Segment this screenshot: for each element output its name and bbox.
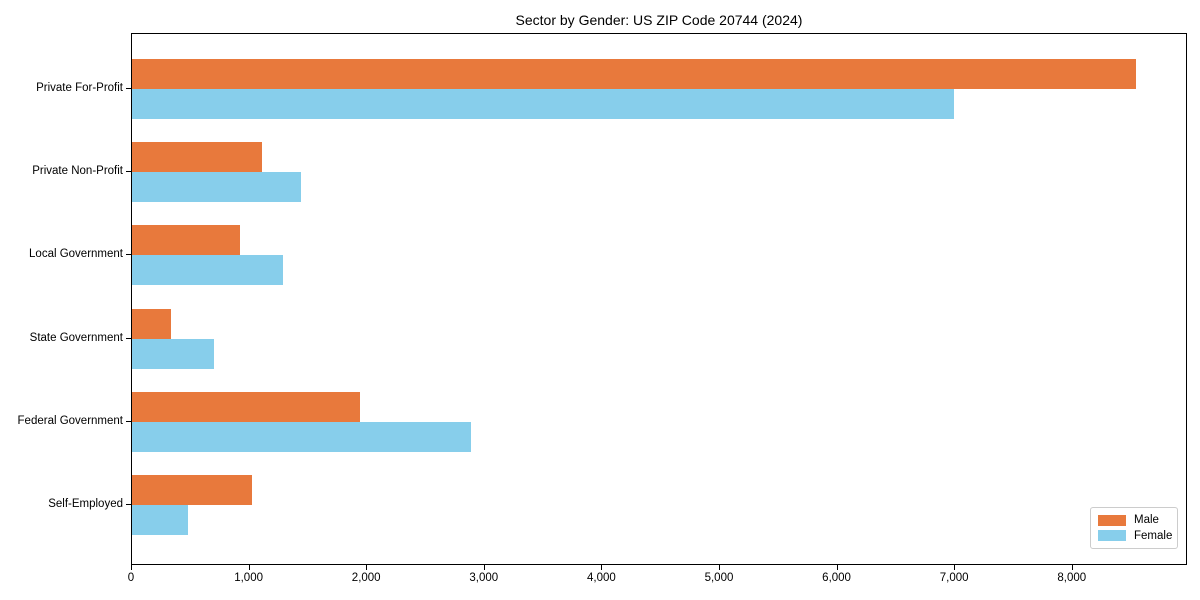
x-tick-label: 6,000 xyxy=(822,572,851,584)
x-tick-label: 0 xyxy=(127,572,135,584)
x-tick xyxy=(954,565,956,570)
y-axis-label: Self-Employed xyxy=(48,498,123,511)
y-tick xyxy=(126,421,131,423)
bar-male xyxy=(132,392,360,423)
legend-swatch-male xyxy=(1098,514,1126,526)
x-tick xyxy=(836,565,838,570)
y-tick xyxy=(126,337,131,339)
legend-label-female: Female xyxy=(1134,529,1173,542)
legend: Male Female xyxy=(1090,507,1178,549)
y-tick xyxy=(126,87,131,89)
x-tick xyxy=(601,565,603,570)
x-tick xyxy=(131,565,132,570)
x-tick-label: 3,000 xyxy=(469,572,499,584)
legend-label-male: Male xyxy=(1134,514,1159,527)
x-tick-label: 7,000 xyxy=(939,572,969,584)
y-axis-label: Private Non-Profit xyxy=(32,164,123,177)
bar-female xyxy=(132,171,301,202)
y-tick xyxy=(126,170,131,172)
y-axis-label: Private For-Profit xyxy=(36,81,123,94)
bar-female xyxy=(132,338,215,369)
bar-female xyxy=(132,505,189,536)
y-axis-label: Federal Government xyxy=(17,415,123,428)
y-tick xyxy=(126,254,131,256)
bar-male xyxy=(132,308,171,339)
chart-title: Sector by Gender: US ZIP Code 20744 (202… xyxy=(515,12,803,28)
bar-male xyxy=(132,58,1136,89)
bar-female xyxy=(132,255,284,286)
y-tick xyxy=(126,504,131,506)
x-tick-label: 1,000 xyxy=(234,572,263,584)
bar-male xyxy=(132,141,263,172)
x-tick-label: 4,000 xyxy=(586,572,616,584)
legend-item-female: Female xyxy=(1098,529,1173,542)
x-tick-label: 8,000 xyxy=(1057,572,1087,584)
x-tick xyxy=(248,565,250,570)
bar-male xyxy=(132,475,252,506)
x-tick-label: 2,000 xyxy=(351,572,381,584)
plot-area xyxy=(131,33,1187,565)
y-axis-label: Local Government xyxy=(29,248,123,261)
y-axis-label: State Government xyxy=(29,331,123,344)
x-tick-label: 5,000 xyxy=(704,572,734,584)
legend-item-male: Male xyxy=(1098,514,1170,526)
bar-female xyxy=(132,88,954,119)
bar-male xyxy=(132,225,240,256)
x-tick xyxy=(483,565,485,570)
bar-female xyxy=(132,422,472,453)
x-tick xyxy=(1071,565,1073,570)
x-tick xyxy=(366,565,368,570)
legend-swatch-female xyxy=(1098,530,1126,542)
x-tick xyxy=(718,565,720,570)
